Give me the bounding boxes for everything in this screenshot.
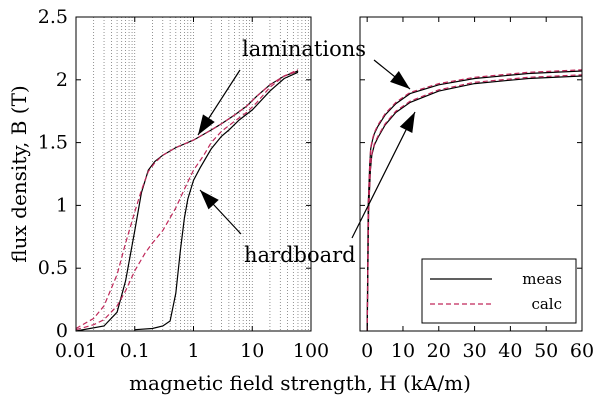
x-tick-label: 40	[498, 340, 522, 362]
y-tick-label: 2.5	[38, 6, 68, 28]
legend-box	[421, 258, 577, 324]
figure-labels: flux density, B (T) magnetic field streng…	[7, 37, 471, 395]
right-panel: 0 10 20 30 40 50 60 meas calc	[359, 16, 594, 362]
right-axes-frame	[359, 16, 583, 332]
x-axis-label: magnetic field strength, H (kA/m)	[129, 371, 471, 395]
legend-label-calc: calc	[531, 295, 562, 313]
arrow-laminations-left-head	[198, 114, 215, 135]
x-tick-label: 0.01	[55, 340, 97, 362]
y-tick-label: 1	[56, 194, 68, 216]
arrow-laminations-right	[373, 59, 411, 90]
y-tick-label: 0	[56, 320, 68, 342]
legend-label-meas: meas	[522, 270, 562, 288]
y-axis-label: flux density, B (T)	[7, 85, 31, 262]
x-tick-label: 100	[293, 340, 329, 362]
annotation-hardboard: hardboard	[244, 243, 356, 267]
left-laminations-meas-line-0	[75, 70, 299, 332]
left-hardboard-meas-line-3	[134, 71, 299, 331]
right-hardboard-calc-line-3	[366, 74, 583, 332]
x-tick-label: 10	[240, 340, 264, 362]
arrow-hardboard-right	[351, 111, 416, 239]
x-tick-label: 10	[391, 340, 415, 362]
x-tick-label: 0.1	[120, 340, 150, 362]
arrow-hardboard-left-head	[200, 190, 219, 210]
x-tick-label: 50	[534, 340, 558, 362]
arrow-hardboard-left	[199, 189, 242, 235]
arrow-hardboard-right-shaft	[351, 111, 416, 239]
y-tick-label: 1.5	[38, 132, 68, 154]
left-panel: 0.01 0.1 1 10 100 0 0.5 1 1.5 2 2.5	[38, 6, 329, 362]
annotation-laminations: laminations	[242, 37, 366, 61]
arrow-hardboard-right-head	[399, 112, 415, 134]
y-tick-label: 2	[56, 69, 68, 91]
arrow-laminations-left	[197, 69, 241, 136]
right-laminations-calc-line-1	[366, 69, 583, 332]
left-laminations-calc-line-1	[75, 69, 299, 330]
x-tick-label: 30	[462, 340, 486, 362]
x-tick-label: 60	[570, 340, 594, 362]
left-laminations-calc-line-2	[75, 70, 299, 331]
arrow-laminations-right-head	[390, 71, 410, 89]
x-tick-label: 20	[427, 340, 451, 362]
x-tick-label: 0	[361, 340, 373, 362]
x-tick-label: 1	[187, 340, 199, 362]
legend: meas calc	[421, 258, 577, 324]
y-tick-label: 0.5	[38, 257, 68, 279]
